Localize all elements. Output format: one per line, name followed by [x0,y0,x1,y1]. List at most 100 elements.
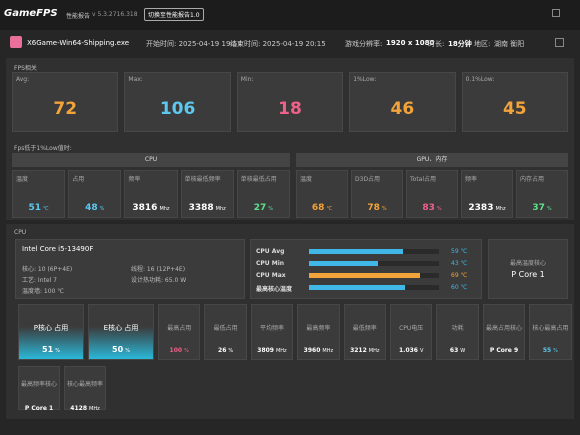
stat-number: 46 [390,99,415,119]
stat-card: 占用 48% [68,170,122,218]
stat-number: 18 [278,99,302,119]
stat-number: 3960 [303,347,321,354]
stat-unit: % [268,206,274,212]
temp-number: 69 [451,272,459,279]
temp-number: 59 [451,248,459,255]
temp-value: 43 ℃ [451,260,467,267]
stat-value: 51 ℃ [13,195,64,214]
stat-card: E核心 占用 50% [88,304,154,360]
stat-label: 最高温度核心 [509,260,546,267]
stat-label: Avg: [16,76,30,83]
stat-card: 单核最低频率 3388 Mhz [180,170,234,218]
app-icon [10,36,22,48]
stat-card: 内存占用 37% [516,170,568,218]
temp-label: CPU Min [256,260,285,267]
temp-value: 60 ℃ [451,284,467,291]
stat-unit: % [553,348,558,354]
stat-label: 频率 [128,176,141,183]
cpu-spec: 工艺: Intel 7 [22,277,57,284]
stat-value: 18 [238,99,342,119]
section-title: Fps低于1%Low值时: [14,145,72,152]
temp-bar [309,261,378,266]
stat-number: 72 [53,99,78,119]
stat-number: P Core 9 [489,347,519,354]
region-label: 地区: [474,40,491,48]
stat-label: 单核最低频率 [184,176,221,183]
stat-value: 68 ℃ [297,195,347,214]
stat-value: 83% [407,195,457,214]
stat-number: 48 [85,203,98,213]
stat-card: 最高频率核心 P Core 1 [18,366,60,412]
stat-unit: ℃ [326,206,333,212]
stat-value: 106 [125,99,229,119]
stat-unit: % [436,206,442,212]
stat-value: 46 [350,99,454,119]
stat-label: 最低占用 [213,325,238,332]
stat-value: 3212 MHz [345,337,385,356]
temp-bar [309,285,406,290]
logo: GameFPS [4,8,58,19]
stat-number: 27 [253,203,267,213]
stat-label: 最高频率 [306,325,331,332]
app-title: 性能报告 [66,13,91,20]
stat-unit: % [99,206,105,212]
stat-card: 最低占用 26% [204,304,247,360]
stat-value: 3960 MHz [298,337,338,356]
stat-unit: % [184,348,189,354]
title-bar: GameFPS 性能报告 v 5.3.2716.318 切换至性能报告1.0 [0,0,580,30]
cpu-info: Intel Core i5-13490F 核心: 10 (6P+4E) 线程: 16… [15,239,245,299]
stat-value: P Core 1 [19,395,59,414]
stat-unit: ℃ [43,206,49,212]
stat-number: 51 [28,203,42,213]
stat-number: 26 [218,347,227,354]
stat-card: P核心 占用 51% [18,304,84,360]
window-control[interactable] [552,9,560,17]
stat-card: 1%Low: 46 [349,72,456,132]
end-time: 结束时间: 2025-04-19 20:15 [230,40,326,48]
stat-number: 50 [112,345,124,354]
cpu-spec: 线程: 16 (12P+4E) [131,266,186,273]
stat-number: 100 [169,347,183,354]
stat-unit: % [125,348,130,354]
stat-unit: W [460,348,466,354]
start-time: 开始时间: 2025-04-19 19:57 [146,40,242,48]
stat-label: 核心最高占用 [532,325,569,332]
stat-card: 0.1%Low: 45 [461,72,568,132]
stat-number: 78 [367,203,380,213]
stat-value: 2383 Mhz [462,195,512,214]
stat-card: 温度 51 ℃ [12,170,66,218]
temp-label: CPU Max [256,272,286,279]
stat-value: 48% [69,195,120,214]
stat-number: 3388 [188,203,214,213]
stat-card: 单核最低占用 27% [236,170,290,218]
switch-button[interactable]: 切换至性能报告1.0 [144,8,204,21]
duration-label: 时长: [428,40,445,48]
group-header: GPU、内存 [296,153,568,167]
export-button[interactable] [555,38,564,47]
stat-value: P Core 9 [484,337,524,356]
cpu-spec: 核心: 10 (6P+4E) [22,266,73,273]
temp-bars: CPU Avg 59 ℃ CPU Min 43 ℃ CPU Max 69 ℃ 最高核心温度 60 ℃ [250,239,482,299]
stat-label: 最高频率核心 [20,381,57,388]
stat-value: 1.036 V [391,337,431,356]
stat-number: 37 [532,203,545,213]
stat-label: 最高占用 [167,325,192,332]
group-header: CPU [12,153,290,167]
cpu-spec: 设计热功耗: 65.0 W [131,277,187,284]
stat-label: D3D占用 [355,176,381,183]
stat-card: Max: 106 [124,72,231,132]
temp-bar [309,249,404,254]
stat-unit: MHz [89,406,100,412]
stat-value: 26% [205,337,245,356]
stat-unit: Mhz [159,206,170,212]
temp-label: 最高核心温度 [256,286,293,293]
stat-unit: % [546,206,552,212]
stat-label: 最高占用核心 [485,325,522,332]
temp-number: 60 [451,284,459,291]
stat-label: E核心 占用 [103,324,139,332]
stat-value: 50% [89,337,153,356]
stat-value: 3388 Mhz [182,195,233,214]
stat-number: 3212 [350,347,367,354]
section-title: CPU [14,229,27,236]
stat-number: 2383 [468,203,494,213]
